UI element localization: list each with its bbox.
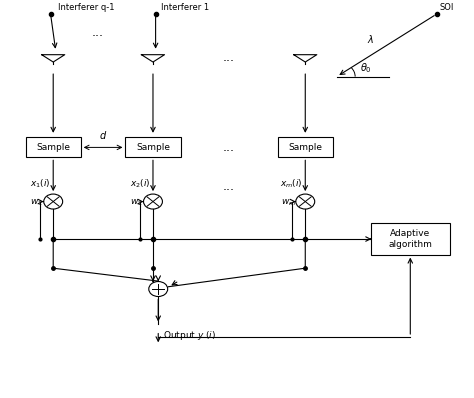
Text: Interferer q-1: Interferer q-1: [58, 3, 115, 12]
Text: ...: ...: [92, 26, 104, 39]
Text: $\theta_0$: $\theta_0$: [360, 62, 372, 75]
Bar: [26, 137, 81, 157]
Text: $\lambda$: $\lambda$: [367, 33, 374, 45]
Text: $x_m(i)$: $x_m(i)$: [280, 178, 302, 190]
Text: ...: ...: [223, 51, 235, 64]
Text: $d$: $d$: [99, 129, 107, 141]
Text: $x_2(i)$: $x_2(i)$: [130, 178, 150, 190]
Text: Sample: Sample: [136, 143, 170, 152]
Text: ...: ...: [223, 180, 235, 193]
Text: $w_1$: $w_1$: [30, 198, 43, 209]
Text: ...: ...: [223, 141, 235, 154]
Bar: [126, 137, 181, 157]
Text: $w_m$: $w_m$: [281, 198, 296, 209]
Text: Interferer 1: Interferer 1: [161, 3, 209, 12]
Text: Adaptive
algorithm: Adaptive algorithm: [388, 229, 432, 249]
Text: $x_1(i)$: $x_1(i)$: [30, 178, 51, 190]
Bar: [278, 137, 333, 157]
Bar: [371, 223, 450, 255]
Text: Output $y$ $(i)$: Output $y$ $(i)$: [164, 329, 217, 341]
Text: Sample: Sample: [36, 143, 70, 152]
Text: $w_2$: $w_2$: [130, 198, 143, 209]
Text: SOI: SOI: [439, 3, 454, 12]
Text: Sample: Sample: [288, 143, 322, 152]
